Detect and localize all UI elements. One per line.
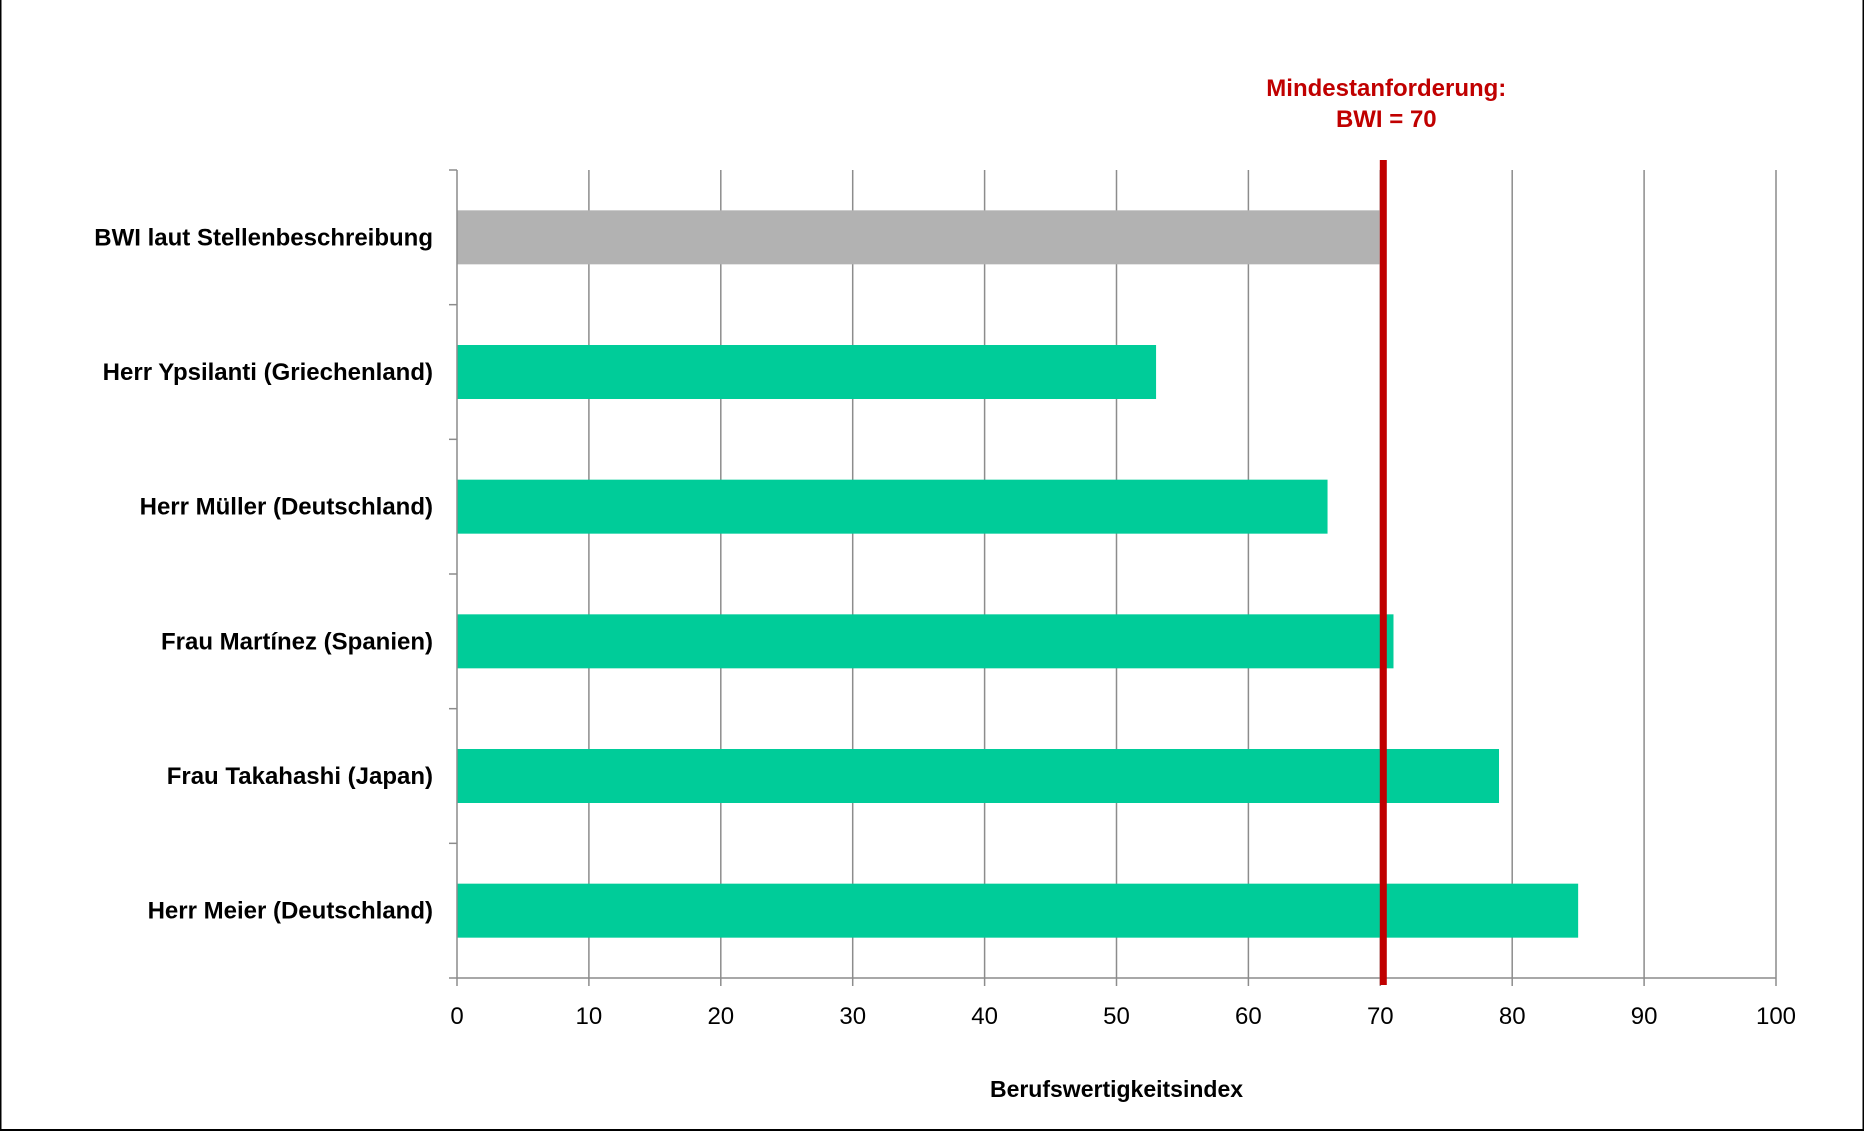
- x-tick-label: 20: [707, 1003, 734, 1030]
- x-tick-label: 90: [1631, 1003, 1658, 1030]
- category-label: Herr Müller (Deutschland): [140, 494, 433, 521]
- x-tick-label: 30: [839, 1003, 866, 1030]
- x-tick-label: 50: [1103, 1003, 1130, 1030]
- x-tick-label: 10: [576, 1003, 603, 1030]
- x-tick-label: 100: [1756, 1003, 1796, 1030]
- category-label: Frau Martínez (Spanien): [161, 628, 433, 655]
- bar: [457, 345, 1157, 399]
- bar: [457, 883, 1579, 938]
- category-label: Frau Takahashi (Japan): [167, 763, 433, 790]
- bars: [457, 210, 1579, 938]
- bar: [457, 210, 1381, 265]
- reference-line-value-label: BWI = 70: [1336, 106, 1437, 133]
- reference-line-group: Mindestanforderung: BWI = 70: [1266, 75, 1506, 985]
- category-label: Herr Ypsilanti (Griechenland): [103, 359, 433, 386]
- x-tick-label: 70: [1367, 1003, 1394, 1030]
- x-tick-label: 80: [1499, 1003, 1526, 1030]
- bar: [457, 614, 1394, 669]
- x-axis-title: Berufswertigkeitsindex: [990, 1076, 1243, 1102]
- category-label: BWI laut Stellenbeschreibung: [94, 224, 433, 251]
- x-tick-label: 0: [450, 1003, 463, 1030]
- axes: [449, 169, 1777, 986]
- labels: 0 10 20 30 40 50 60 70 80 90 100 BWI laut Stellenbe…: [94, 224, 1796, 1102]
- bar: [457, 479, 1328, 534]
- x-tick-label: 40: [971, 1003, 998, 1030]
- bar: [457, 749, 1500, 803]
- reference-line-label: Mindestanforderung:: [1266, 75, 1506, 102]
- category-label: Herr Meier (Deutschland): [148, 898, 433, 925]
- x-tick-label: 60: [1235, 1003, 1262, 1030]
